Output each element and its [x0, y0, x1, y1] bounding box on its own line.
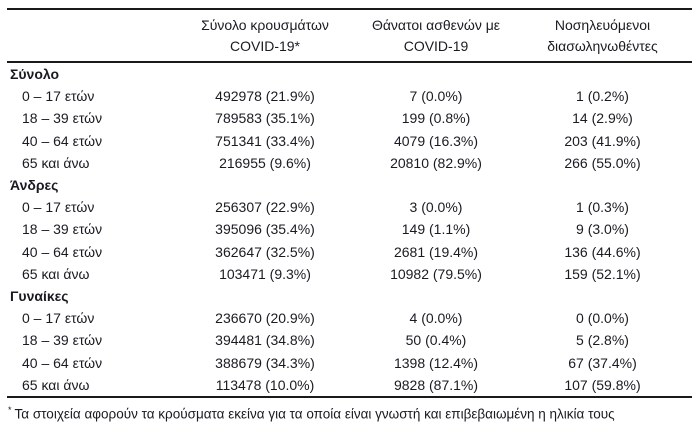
table-row: 65 και άνω 113478 (10.0%) 9828 (87.1%) 107 …: [7, 374, 692, 397]
intubated-value: 5 (2.8%): [576, 332, 629, 349]
footnote-marker: *: [8, 405, 12, 416]
table-row: 18 – 39 ετών 395096 (35.4%) 149 (1.1%) 9 (3…: [7, 218, 692, 240]
age-label: 40 – 64 ετών: [22, 132, 103, 149]
cases-value: 388679 (34.3%): [215, 354, 315, 371]
footnote: * Τα στοιχεία αφορούν τα κρούσματα εκείνα…: [8, 401, 693, 424]
footnote-text: Τα στοιχεία αφορούν τα κρούσματα εκείνα …: [14, 406, 615, 422]
deaths-value: 9828 (87.1%): [393, 376, 479, 393]
table-row: 40 – 64 ετών 362647 (32.5%) 2681 (19.4%) 13…: [7, 241, 692, 263]
table-row: 40 – 64 ετών 388679 (34.3%) 1398 (12.4%) 67…: [7, 352, 692, 374]
age-label: 0 – 17 ετών: [22, 199, 95, 216]
table-row: 18 – 39 ετών 789583 (35.1%) 199 (0.8%) 14 (…: [7, 107, 692, 129]
cases-value: 216955 (9.6%): [219, 154, 311, 171]
col-header-line2: COVID-19*: [229, 38, 301, 54]
intubated-value: 67 (37.4%): [568, 354, 637, 371]
age-label: 18 – 39 ετών: [22, 221, 103, 238]
cases-value: 789583 (35.1%): [215, 110, 315, 127]
col-header-intubated: Νοσηλευόμενοι διασωληνωθέντες: [513, 9, 692, 63]
intubated-value: 136 (44.6%): [564, 243, 641, 260]
section-label: Σύνολο: [10, 66, 60, 82]
deaths-value: 149 (1.1%): [401, 221, 471, 238]
age-label: 65 και άνω: [22, 265, 90, 282]
cases-value: 751341 (33.4%): [215, 132, 315, 149]
cases-value: 395096 (35.4%): [215, 221, 315, 238]
table-row: 65 και άνω 216955 (9.6%) 20810 (82.9%) 266 …: [7, 152, 692, 174]
deaths-value: 50 (0.4%): [405, 332, 467, 349]
intubated-value: 9 (3.0%): [576, 221, 629, 238]
age-label: 18 – 39 ετών: [22, 110, 103, 127]
intubated-value: 14 (2.9%): [572, 110, 633, 127]
cases-value: 394481 (34.8%): [215, 332, 315, 349]
intubated-value: 0 (0.0%): [576, 310, 629, 327]
intubated-value: 159 (52.1%): [564, 265, 641, 282]
age-label: 0 – 17 ετών: [22, 88, 95, 105]
section-header-row: Άνδρες: [7, 174, 692, 196]
age-label: 18 – 39 ετών: [22, 332, 103, 349]
header-row: Σύνολο κρουσμάτων COVID-19* Θάνατοι ασθε…: [7, 9, 692, 63]
col-header-line2: διασωληνωθέντες: [547, 38, 658, 54]
intubated-value: 1 (0.3%): [576, 199, 629, 216]
cases-value: 256307 (22.9%): [215, 199, 315, 216]
section-label: Άνδρες: [10, 177, 59, 194]
col-header-line1: Νοσηλευόμενοι: [554, 17, 651, 33]
covid-age-breakdown-table: Σύνολο κρουσμάτων COVID-19* Θάνατοι ασθε…: [7, 8, 692, 399]
intubated-value: 266 (55.0%): [564, 154, 641, 171]
deaths-value: 7 (0.0%): [409, 88, 463, 105]
col-header-empty: [7, 9, 171, 63]
table-row: 0 – 17 ετών 492978 (21.9%) 7 (0.0%) 1 (0.2%…: [7, 85, 692, 107]
deaths-value: 10982 (79.5%): [390, 265, 482, 282]
table-row: 65 και άνω 103471 (9.3%) 10982 (79.5%) 159 …: [7, 263, 692, 285]
section-header-row: Σύνολο: [7, 62, 692, 85]
col-header-deaths: Θάνατοι ασθενών με COVID-19: [359, 9, 513, 63]
cases-value: 236670 (20.9%): [215, 310, 315, 327]
deaths-value: 4079 (16.3%): [393, 132, 479, 149]
age-label: 40 – 64 ετών: [22, 243, 103, 260]
deaths-value: 1398 (12.4%): [393, 354, 479, 371]
age-label: 65 και άνω: [22, 376, 90, 393]
intubated-value: 107 (59.8%): [564, 376, 641, 393]
deaths-value: 4 (0.0%): [409, 310, 463, 327]
table-row: 0 – 17 ετών 256307 (22.9%) 3 (0.0%) 1 (0.3%…: [7, 196, 692, 218]
deaths-value: 3 (0.0%): [409, 199, 463, 216]
col-header-line1: Θάνατοι ασθενών με: [371, 17, 501, 33]
deaths-value: 199 (0.8%): [401, 110, 471, 127]
table-row: 0 – 17 ετών 236670 (20.9%) 4 (0.0%) 0 (0.0%…: [7, 307, 692, 329]
table-row: 40 – 64 ετών 751341 (33.4%) 4079 (16.3%) 20…: [7, 130, 692, 152]
table-body: Σύνολο 0 – 17 ετών 492978 (21.9%) 7 (0.0%) 1…: [7, 62, 692, 397]
table-row: 18 – 39 ετών 394481 (34.8%) 50 (0.4%) 5 (2.…: [7, 329, 692, 351]
deaths-value: 2681 (19.4%): [393, 243, 479, 260]
age-label: 0 – 17 ετών: [22, 310, 95, 327]
intubated-value: 1 (0.2%): [576, 88, 629, 105]
age-label: 65 και άνω: [22, 154, 90, 171]
age-label: 40 – 64 ετών: [22, 354, 103, 371]
cases-value: 362647 (32.5%): [215, 243, 315, 260]
section-header-row: Γυναίκες: [7, 285, 692, 307]
section-label: Γυναίκες: [10, 288, 69, 305]
cases-value: 492978 (21.9%): [215, 88, 315, 105]
col-header-total-cases: Σύνολο κρουσμάτων COVID-19*: [171, 9, 359, 63]
deaths-value: 20810 (82.9%): [390, 154, 482, 171]
cases-value: 113478 (10.0%): [215, 376, 315, 393]
intubated-value: 203 (41.9%): [564, 132, 641, 149]
col-header-line2: COVID-19: [403, 38, 469, 54]
cases-value: 103471 (9.3%): [219, 265, 311, 282]
col-header-line1: Σύνολο κρουσμάτων: [201, 17, 329, 33]
table-header: Σύνολο κρουσμάτων COVID-19* Θάνατοι ασθε…: [7, 9, 692, 63]
